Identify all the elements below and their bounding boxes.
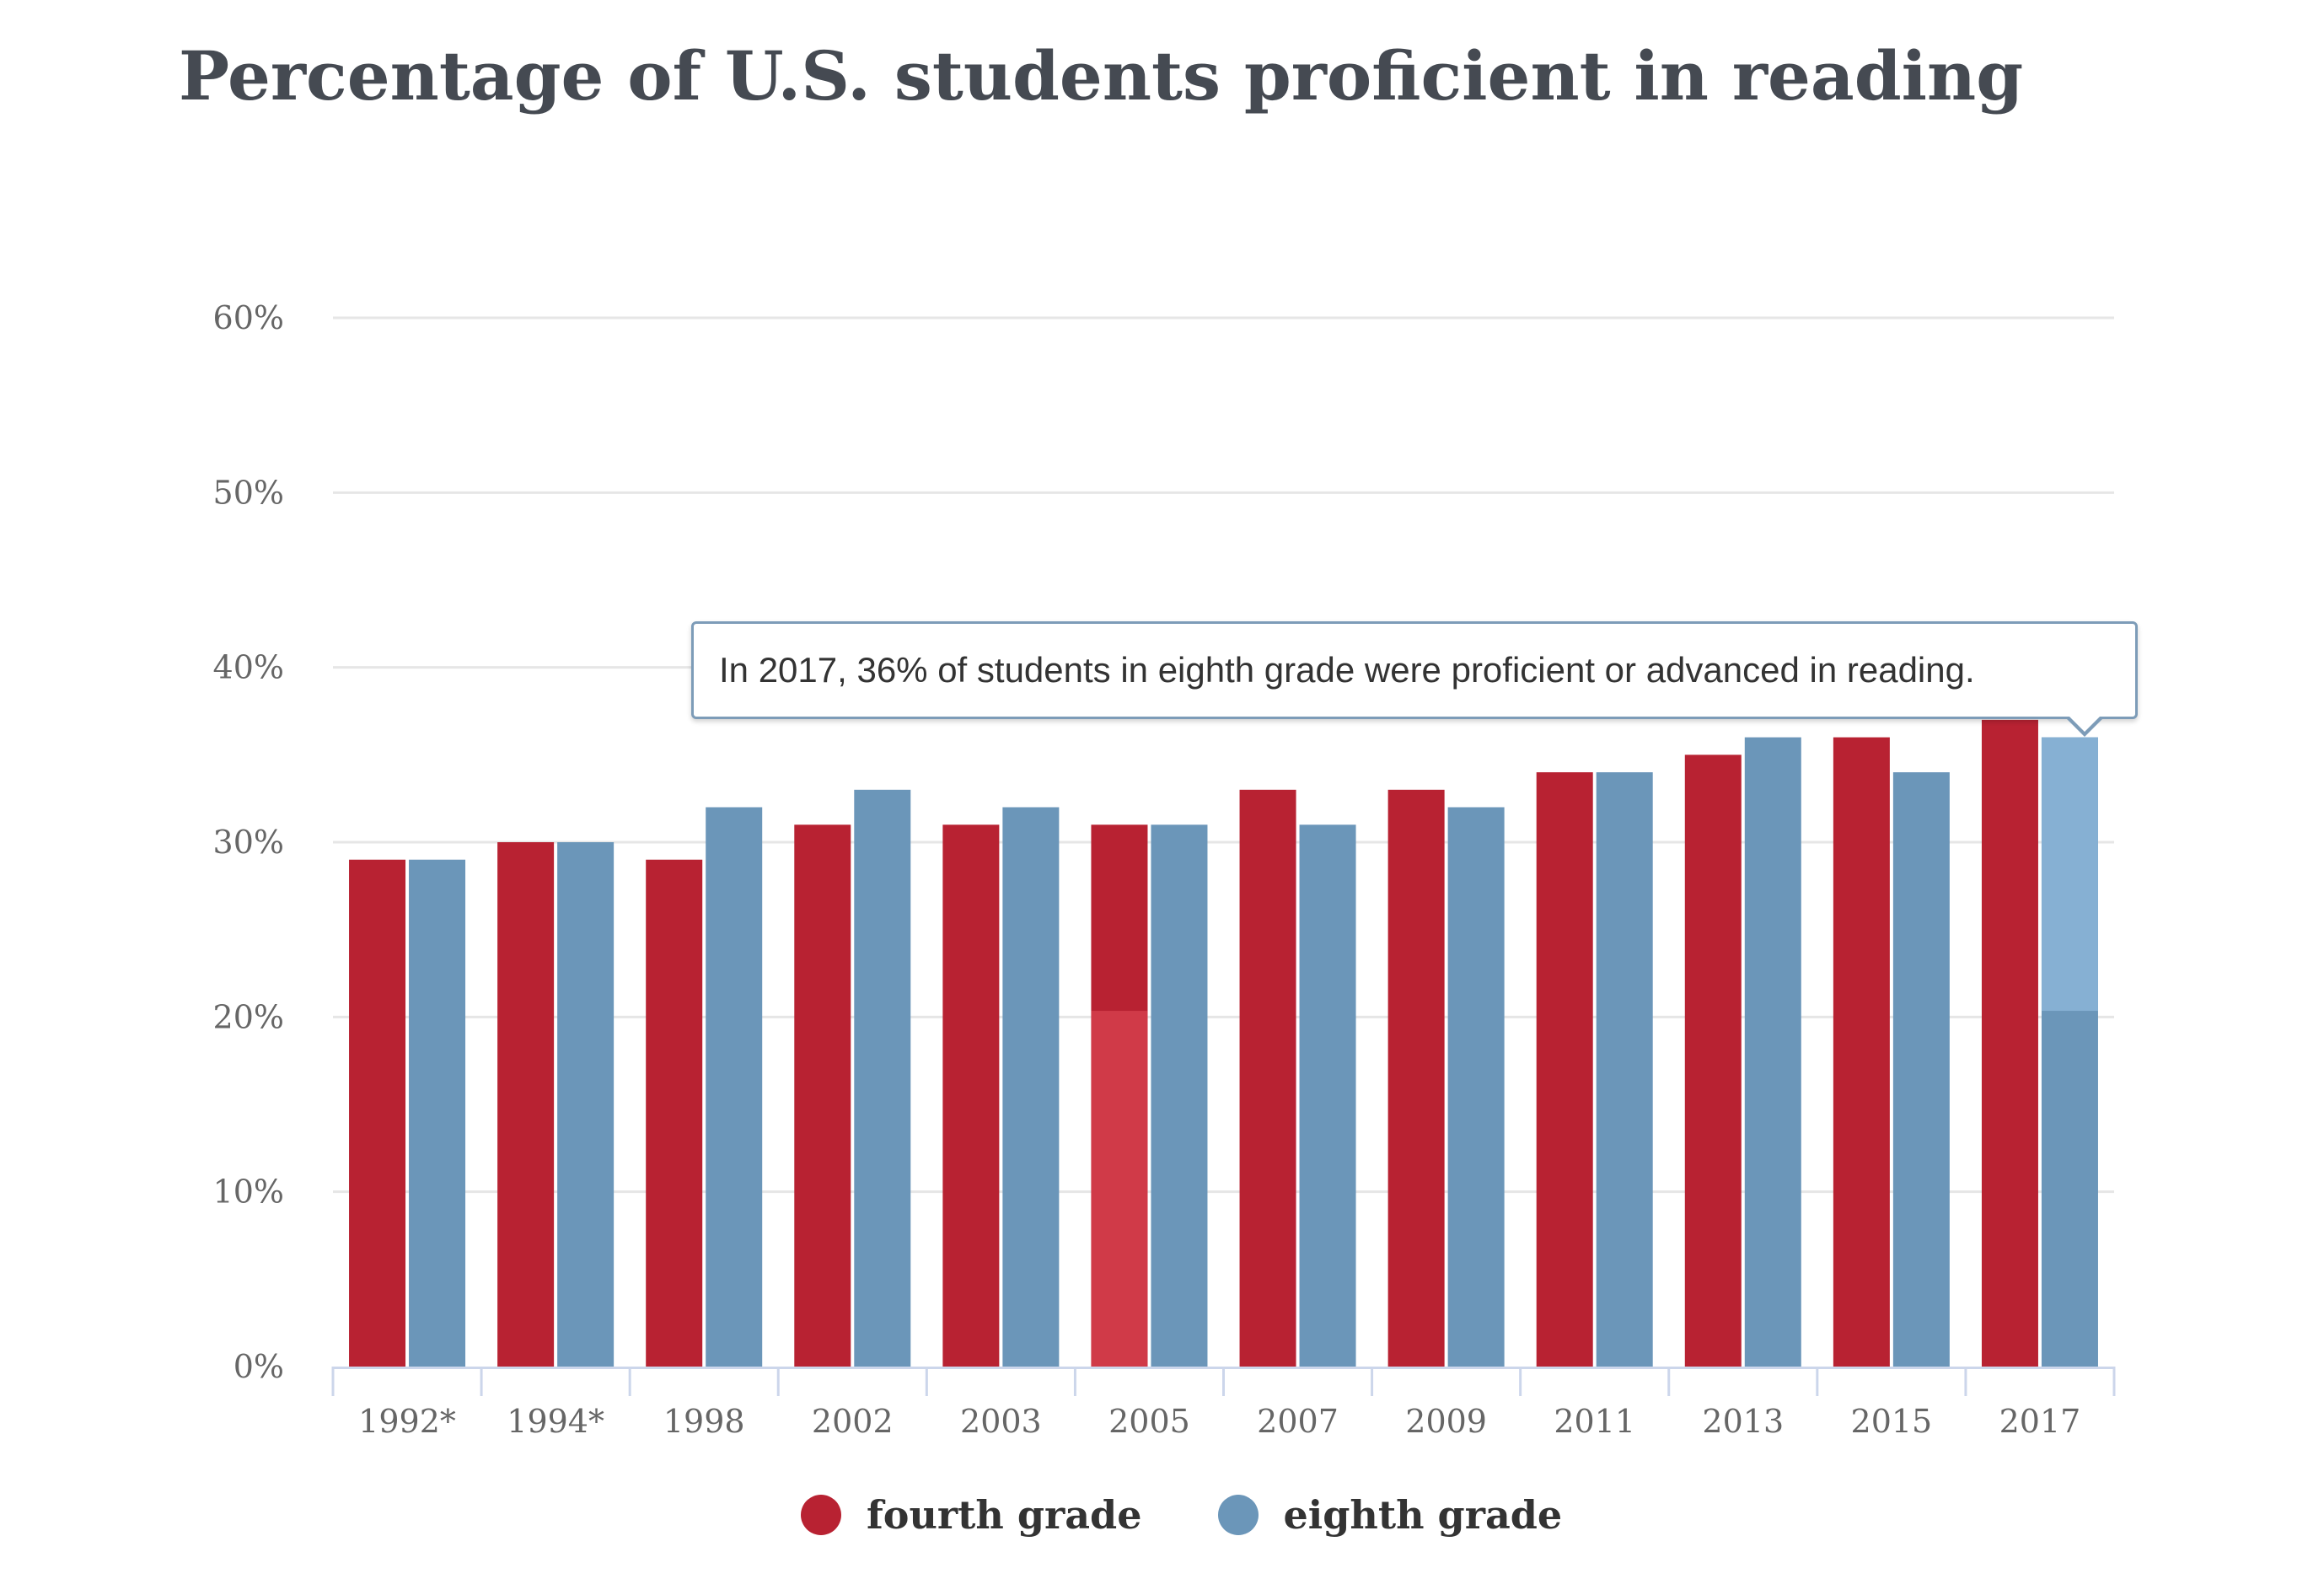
y-tick-label: 60% [213,299,284,336]
legend-dot-eighth-grade [1217,1495,1259,1535]
bar-eighth-grade-1992 [409,859,466,1367]
bar-fourth-grade-2009 [1387,789,1445,1367]
x-axis: 1992* 1994* 1998 2002 2003 2005 2007 2009 2011 20… [331,1367,2116,1440]
bar-fourth-grade-2015 [1833,737,1890,1367]
legend-label-fourth-grade: fourth grade [867,1492,1142,1538]
x-tick-label: 2007 [1257,1403,1339,1440]
x-tick-label: 2011 [1554,1403,1635,1440]
tooltip-arrow-inner [2068,715,2101,732]
y-tick-label: 20% [213,998,284,1035]
bar-fourth-grade-2013 [1684,755,1742,1367]
bar-eighth-grade-2005 [1151,824,1208,1367]
bar-fourth-grade-2011 [1536,772,1593,1367]
legend-dot-fourth-grade [801,1495,841,1535]
x-tick-label: 2017 [1999,1403,2081,1440]
legend-item-eighth-grade[interactable]: eighth grade [1217,1492,1563,1538]
bar-fourth-grade-1992 [349,859,406,1367]
bar-eighth-grade-1994 [557,842,615,1367]
tooltip: In 2017, 36% of students in eighth grade… [691,621,2138,719]
y-tick-label: 50% [213,474,284,511]
x-tick-label: 2009 [1405,1403,1487,1440]
bar-eighth-grade-2011 [1596,772,1653,1367]
bar-eighth-grade-2003 [1002,807,1060,1367]
x-tick-label: 1998 [663,1403,745,1440]
bar-eighth-grade-2013 [1744,737,1801,1367]
y-axis-ticks: 0% 10% 20% 30% 40% 50% 60% [213,299,284,1385]
x-tick-label: 2002 [812,1403,894,1440]
bar-eighth-grade-1998 [706,807,763,1367]
bar-fourth-grade-1994 [497,842,555,1367]
x-tick-label: 2015 [1851,1403,1933,1440]
bar-fourth-grade-2003 [942,824,1000,1367]
legend: fourth grade eighth grade [801,1492,1638,1538]
bar-eighth-grade-2002 [854,789,911,1367]
bar-eighth-grade-2009 [1447,807,1505,1367]
bar-highlight-eighth-grade-2017 [2041,737,2098,1012]
bar-fourth-grade-2017 [1981,719,2038,1367]
x-tick-label: 1992* [358,1403,456,1440]
bar-eighth-grade-2015 [1892,772,1950,1367]
y-tick-label: 10% [213,1174,284,1211]
bar-fourth-grade-1998 [646,859,703,1367]
bar-fourth-grade-2007 [1239,789,1296,1367]
y-tick-label: 30% [213,824,284,861]
legend-item-fourth-grade[interactable]: fourth grade [801,1492,1142,1538]
bar-fourth-grade-2002 [794,824,851,1367]
y-tick-label: 0% [233,1348,284,1385]
y-tick-label: 40% [213,649,284,686]
bar-eighth-grade-2007 [1299,824,1356,1367]
bars [349,719,2098,1367]
chart-title: Percentage of U.S. students proficient i… [179,36,2024,115]
x-tick-label: 2005 [1108,1403,1190,1440]
bar-highlight-fourth-grade-2005 [1091,1011,1148,1367]
x-tick-label: 2013 [1702,1403,1784,1440]
x-tick-label: 1994* [507,1403,604,1440]
legend-label-eighth-grade: eighth grade [1283,1492,1563,1538]
x-tick-label: 2003 [960,1403,1042,1440]
